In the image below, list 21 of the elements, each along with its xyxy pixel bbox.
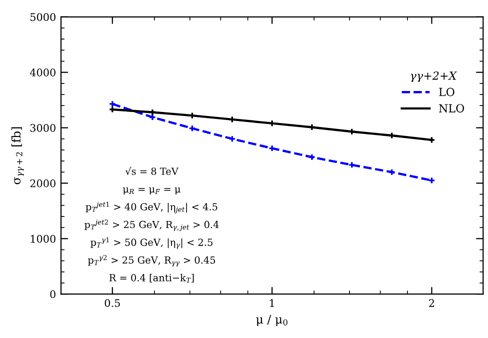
annotation: p$_{T}$$^{γ2}$ > 25 GeV, R$_{γγ}$ > 0.45 — [88, 254, 216, 266]
annotation: p$_{T}$$^{jet1}$ > 40 GeV, |η$_{jet}$| < 4.5 — [86, 202, 218, 214]
legend-title: γγ+2+X — [410, 71, 458, 82]
legend-label: LO — [439, 88, 454, 96]
annotation: p$_{T}$$^{γ1}$ > 50 GeV, |η$_{γ}$| < 2.5 — [90, 237, 212, 249]
x-tick-label: 2 — [429, 299, 434, 307]
annotation: μ$_{R}$ = μ$_{F}$ = μ — [123, 187, 180, 195]
annotation: R = 0.4 [anti−k$_{T}$] — [109, 274, 194, 283]
y-axis-title: σ$_{γγ+2}$ [fb] — [11, 127, 24, 184]
y-tick-label: 0 — [50, 290, 56, 298]
y-tick-label: 3000 — [30, 124, 56, 132]
annotation: p$_{T}$$^{jet2}$ > 25 GeV, R$_{γ,jet}$ > 0.4 — [84, 219, 219, 232]
x-tick-label: 0.5 — [104, 299, 120, 307]
x-axis-title: μ / μ$_{0}$ — [256, 314, 288, 326]
legend-label: NLO — [439, 104, 464, 112]
y-tick-label: 1000 — [30, 234, 56, 243]
y-tick-label: 2000 — [30, 179, 56, 188]
x-tick-label: 1 — [270, 299, 274, 307]
annotation: √s = 8 TeV — [125, 166, 179, 175]
y-tick-label: 5000 — [30, 13, 56, 22]
y-tick-label: 4000 — [30, 68, 56, 76]
